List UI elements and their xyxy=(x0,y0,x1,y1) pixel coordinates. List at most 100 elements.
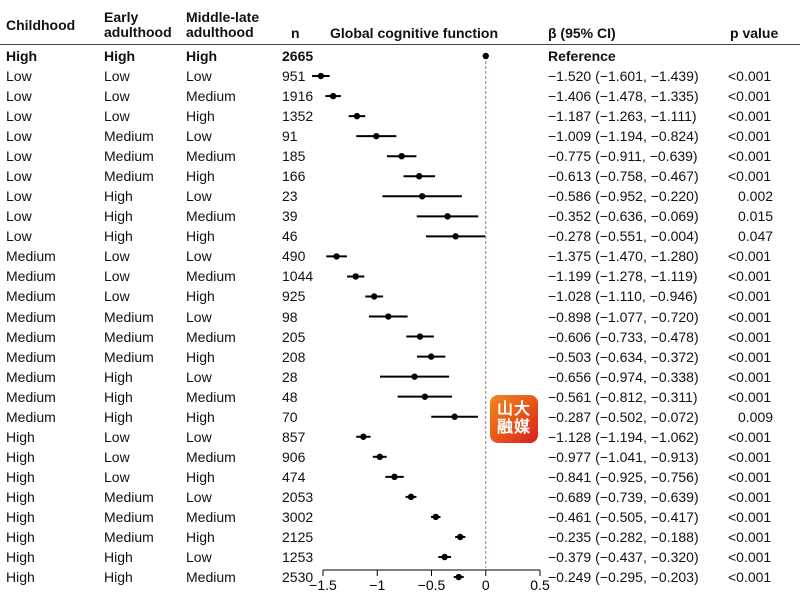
point-estimate xyxy=(317,72,325,80)
cell-p-value: <0.001 xyxy=(728,528,772,545)
cell-early-adulthood: Low xyxy=(104,248,130,265)
point-estimate xyxy=(352,273,359,280)
header-p-value: p value xyxy=(730,25,779,41)
cell-early-adulthood: Low xyxy=(104,88,130,105)
cell-early-adulthood: Medium xyxy=(104,528,154,545)
cell-n: 925 xyxy=(282,288,306,305)
cell-middle-late-adulthood: Medium xyxy=(186,569,236,586)
cell-n: 2530 xyxy=(282,569,314,586)
cell-p-value: 0.002 xyxy=(738,188,774,205)
cell-p-value: <0.001 xyxy=(728,308,772,325)
cell-p-value: <0.001 xyxy=(728,348,772,365)
point-estimate xyxy=(416,173,423,180)
point-estimate xyxy=(353,112,361,120)
cell-p-value: 0.047 xyxy=(738,228,774,245)
cell-childhood: Medium xyxy=(6,388,56,405)
cell-beta-ci: −0.235 (−0.282, −0.188) xyxy=(548,528,699,545)
cell-middle-late-adulthood: High xyxy=(186,168,215,185)
cell-n: 28 xyxy=(282,368,298,385)
cell-beta-ci: −1.406 (−1.478, −1.335) xyxy=(548,88,699,105)
cell-p-value: <0.001 xyxy=(728,508,772,525)
x-tick-label: −0.5 xyxy=(418,577,446,593)
cell-p-value: <0.001 xyxy=(728,68,772,85)
header-n: n xyxy=(291,25,300,41)
cell-middle-late-adulthood: Low xyxy=(186,248,212,265)
cell-early-adulthood: Low xyxy=(104,268,130,285)
cell-early-adulthood: High xyxy=(104,48,136,64)
cell-p-value: <0.001 xyxy=(728,128,772,145)
cell-beta-ci: −0.613 (−0.758, −0.467) xyxy=(548,168,699,185)
cell-n: 2665 xyxy=(282,48,314,64)
cell-childhood: Low xyxy=(6,208,32,225)
cell-early-adulthood: High xyxy=(104,569,133,586)
cell-childhood: High xyxy=(6,428,35,445)
header-middle-late-adulthood: Middle-late adulthood xyxy=(186,9,260,40)
point-estimate xyxy=(373,132,380,140)
cell-n: 23 xyxy=(282,188,298,205)
cell-beta-ci: −1.375 (−1.470, −1.280) xyxy=(548,248,699,265)
cell-middle-late-adulthood: Medium xyxy=(186,328,236,345)
cell-beta-ci: −0.249 (−0.295, −0.203) xyxy=(548,569,699,586)
cell-childhood: High xyxy=(6,569,35,586)
cell-beta-ci: −0.503 (−0.634, −0.372) xyxy=(548,348,699,365)
cell-p-value: <0.001 xyxy=(728,488,772,505)
cell-childhood: Medium xyxy=(6,368,56,385)
cell-middle-late-adulthood: Low xyxy=(186,68,212,85)
cell-beta-ci: −0.898 (−1.077, −0.720) xyxy=(548,308,699,325)
cell-early-adulthood: Medium xyxy=(104,168,154,185)
cell-n: 1253 xyxy=(282,549,314,565)
point-estimate xyxy=(391,473,398,481)
cell-childhood: High xyxy=(6,488,35,505)
cell-middle-late-adulthood: Medium xyxy=(186,148,236,165)
cell-beta-ci: −0.689 (−0.739, −0.639) xyxy=(548,488,699,505)
cell-early-adulthood: High xyxy=(104,208,133,225)
cell-beta-ci: −0.278 (−0.551, −0.004) xyxy=(548,228,699,245)
cell-beta-ci: −0.841 (−0.925, −0.756) xyxy=(548,468,699,485)
point-estimate xyxy=(451,413,458,420)
cell-early-adulthood: Medium xyxy=(104,328,154,345)
cell-p-value: <0.001 xyxy=(728,168,772,185)
cell-childhood: Low xyxy=(6,128,32,145)
cell-early-adulthood: Low xyxy=(104,468,130,485)
point-estimate xyxy=(376,453,383,460)
header-rule xyxy=(0,44,800,45)
cell-p-value: <0.001 xyxy=(728,428,772,445)
cell-childhood: Medium xyxy=(6,328,56,345)
header-early-adulthood: Early adulthood xyxy=(104,9,172,40)
point-estimate xyxy=(385,313,392,320)
cell-childhood: Low xyxy=(6,108,32,125)
cell-p-value: <0.001 xyxy=(728,88,772,105)
cell-early-adulthood: High xyxy=(104,368,133,385)
cell-n: 48 xyxy=(282,388,298,405)
point-estimate xyxy=(421,393,429,400)
cell-beta-ci: −0.461 (−0.505, −0.417) xyxy=(548,508,699,525)
cell-n: 1916 xyxy=(282,88,314,105)
cell-childhood: Low xyxy=(6,228,32,245)
cell-middle-late-adulthood: Low xyxy=(186,308,212,325)
cell-middle-late-adulthood: Medium xyxy=(186,88,236,105)
point-estimate xyxy=(455,573,462,581)
cell-childhood: Medium xyxy=(6,248,56,265)
cell-childhood: Low xyxy=(6,88,32,105)
point-estimate xyxy=(452,233,459,240)
cell-childhood: Medium xyxy=(6,408,56,425)
cell-p-value: 0.009 xyxy=(738,408,774,425)
cell-p-value: <0.001 xyxy=(728,148,772,165)
cell-p-value: <0.001 xyxy=(728,549,772,565)
cell-n: 208 xyxy=(282,348,306,365)
cell-p-value: <0.001 xyxy=(728,388,772,405)
cell-childhood: High xyxy=(6,528,35,545)
cell-childhood: Low xyxy=(6,168,32,185)
cell-middle-late-adulthood: High xyxy=(186,468,215,485)
cell-early-adulthood: Low xyxy=(104,288,130,305)
cell-middle-late-adulthood: Low xyxy=(186,488,212,505)
watermark-logo: 山大融媒 xyxy=(490,395,538,443)
cell-n: 98 xyxy=(282,308,298,325)
cell-n: 1352 xyxy=(282,108,314,125)
cell-beta-ci: −0.656 (−0.974, −0.338) xyxy=(548,368,699,385)
cell-n: 205 xyxy=(282,328,306,345)
x-tick-label: 0.5 xyxy=(530,577,550,593)
cell-early-adulthood: Medium xyxy=(104,508,154,525)
cell-n: 185 xyxy=(282,148,306,165)
